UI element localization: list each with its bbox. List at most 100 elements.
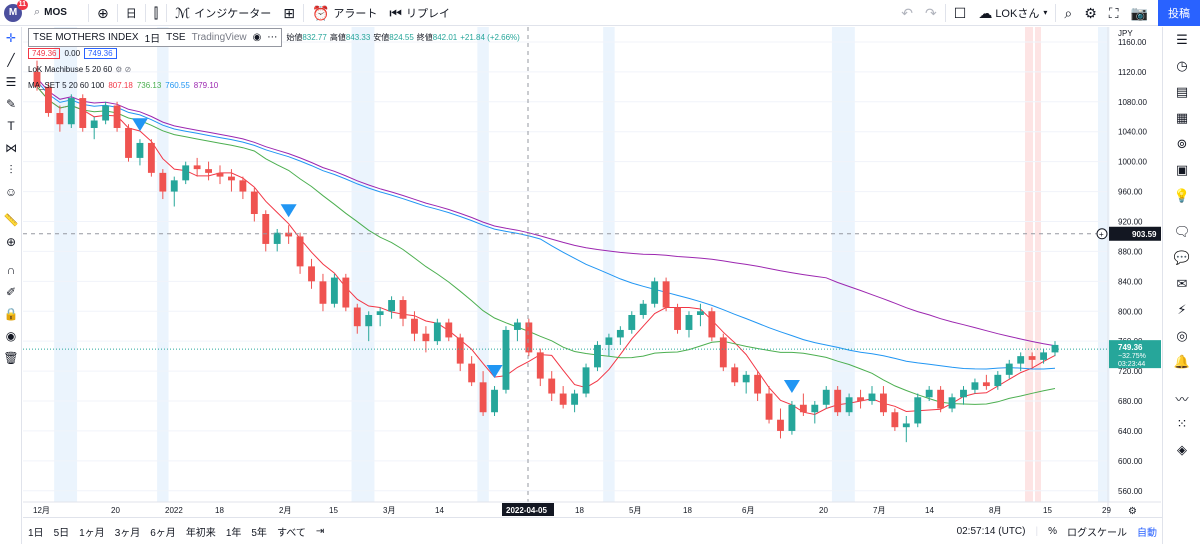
symbol-title-box[interactable]: TSE MOTHERS INDEX 1日 TSE TradingView ◉ ⋯ [28, 27, 283, 47]
hotlist-button[interactable]: ⊚ [1163, 131, 1200, 157]
pine-editor-button[interactable]: ⚡ [1163, 297, 1200, 323]
range-button[interactable]: 5年 [251, 527, 267, 539]
date-range-button[interactable]: ⇥ [311, 526, 329, 537]
candle-body[interactable] [891, 412, 899, 428]
replay-button[interactable]: ⏮ リプレイ [383, 0, 456, 26]
candle-body[interactable] [33, 71, 41, 87]
streams-button[interactable]: ◎ [1163, 323, 1200, 349]
calendar-button[interactable]: ▣ [1163, 157, 1200, 183]
candle-body[interactable] [170, 180, 178, 192]
range-button[interactable]: 5日 [53, 527, 70, 539]
depth-button[interactable]: ⁙ [1163, 411, 1200, 437]
watchlist-button[interactable]: ☰ [1163, 27, 1200, 53]
candle-body[interactable] [513, 322, 521, 330]
buy-price-box[interactable]: 749.36 [84, 47, 117, 59]
candle-body[interactable] [250, 191, 258, 215]
candle-body[interactable] [285, 232, 293, 237]
candle-body[interactable] [319, 281, 327, 304]
magnet-tool[interactable]: ∩ [0, 259, 22, 281]
redo-button[interactable]: ↷ [919, 0, 943, 26]
messages-button[interactable]: ✉ [1163, 271, 1200, 297]
candle-body[interactable] [639, 303, 647, 315]
candle-body[interactable] [468, 363, 476, 383]
indicators-button[interactable]: ℳ インジケーター [169, 0, 277, 26]
candle-body[interactable] [365, 314, 373, 327]
post-button[interactable]: 投稿 [1158, 0, 1200, 26]
crosshair-tool[interactable]: ✛ [0, 27, 22, 49]
candle-body[interactable] [685, 314, 693, 330]
brush-tool[interactable]: ✎ [0, 93, 22, 115]
range-button[interactable]: 3ヶ月 [114, 527, 141, 539]
candle-body[interactable] [994, 374, 1002, 387]
quick-search-button[interactable]: ⌕ [1058, 0, 1078, 26]
candle-body[interactable] [742, 374, 750, 383]
candle-body[interactable] [342, 277, 350, 308]
user-avatar[interactable]: M 11 [4, 0, 28, 22]
candle-body[interactable] [90, 120, 98, 128]
candle-body[interactable] [456, 337, 464, 364]
candle-body[interactable] [159, 172, 167, 192]
indicator-1-label[interactable]: LoK Machibuse 5 20 60 [28, 64, 113, 74]
candle-body[interactable] [674, 307, 681, 330]
candle-body[interactable] [777, 419, 784, 431]
candle-body[interactable] [445, 322, 453, 338]
signal-triangle-marker[interactable] [131, 118, 148, 132]
candle-body[interactable] [868, 393, 876, 402]
candle-body[interactable] [1028, 356, 1036, 360]
candle-body[interactable] [56, 113, 64, 125]
settings-icon[interactable]: ⚙ ⊘ [115, 64, 132, 74]
settings-button[interactable]: ⚙ [1078, 0, 1103, 26]
utc-time[interactable]: 02:57:14 (UTC) [956, 525, 1026, 537]
undo-button[interactable]: ↶ [895, 0, 919, 26]
candle-body[interactable] [799, 404, 807, 413]
candle-body[interactable] [147, 142, 155, 173]
chat-button[interactable]: 🗨 [1163, 219, 1200, 245]
candle-body[interactable] [182, 165, 190, 181]
candle-body[interactable] [754, 374, 762, 394]
candle-body[interactable] [216, 172, 224, 177]
range-button[interactable]: 年初来 [185, 527, 216, 539]
alert-button[interactable]: ⏰ アラート [306, 0, 383, 26]
save-layout-button[interactable]: ☁ LOKさん ▾ [972, 0, 1053, 26]
candle-body[interactable] [788, 404, 796, 431]
more-icon[interactable]: ⋯ [267, 31, 278, 43]
candle-body[interactable] [113, 105, 121, 128]
gear-icon[interactable]: ⚙ [1128, 506, 1137, 517]
percent-toggle[interactable]: % [1048, 525, 1057, 537]
candle-body[interactable] [982, 382, 990, 387]
candle-body[interactable] [925, 389, 933, 398]
candle-body[interactable] [1017, 356, 1025, 364]
data-window-button[interactable]: ▤ [1163, 79, 1200, 105]
candle-body[interactable] [411, 318, 418, 334]
fullscreen-button[interactable]: ⛶ [1103, 0, 1125, 26]
candle-body[interactable] [708, 311, 716, 338]
candle-body[interactable] [594, 344, 601, 368]
candle-body[interactable] [765, 393, 773, 420]
templates-button[interactable]: ⊞ [277, 0, 301, 26]
candle-body[interactable] [845, 397, 853, 413]
candle-body[interactable] [388, 300, 396, 312]
candle-body[interactable] [628, 314, 636, 330]
layout-select-button[interactable]: ☐ [948, 0, 973, 26]
candle-body[interactable] [857, 397, 864, 402]
candle-body[interactable] [616, 329, 624, 338]
ruler-tool[interactable]: 📏 [0, 209, 22, 231]
candle-body[interactable] [262, 214, 270, 244]
trading-panel-button[interactable]: 〰 [1163, 385, 1200, 411]
candle-body[interactable] [879, 393, 887, 413]
candle-body[interactable] [914, 397, 922, 424]
chart-type-button[interactable]: ⫿ [148, 0, 164, 26]
log-scale-toggle[interactable]: ログスケール [1067, 527, 1127, 539]
candle-body[interactable] [502, 329, 510, 390]
candle-body[interactable] [228, 176, 235, 181]
candle-body[interactable] [1040, 352, 1047, 360]
compare-button[interactable]: ⊕ [91, 0, 115, 26]
auto-scale-toggle[interactable]: 自動 [1137, 527, 1157, 539]
candle-body[interactable] [479, 382, 487, 413]
candle-body[interactable] [651, 281, 659, 304]
range-button[interactable]: 6ヶ月 [150, 527, 176, 539]
range-button[interactable]: 1ヶ月 [79, 527, 105, 539]
candle-body[interactable] [822, 389, 830, 405]
signal-triangle-marker[interactable] [783, 380, 800, 394]
